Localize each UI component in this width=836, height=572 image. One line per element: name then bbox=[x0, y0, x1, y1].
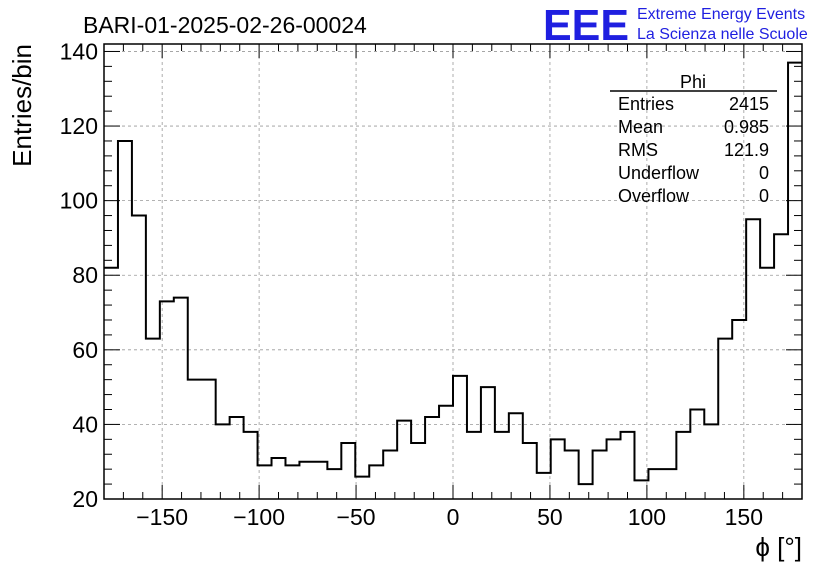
stats-row-value: 2415 bbox=[729, 94, 769, 114]
histogram-bin bbox=[104, 268, 118, 499]
stats-row-label: Entries bbox=[618, 94, 674, 114]
histogram-bin bbox=[146, 339, 160, 499]
histogram-bin bbox=[662, 469, 676, 499]
histogram-bin bbox=[132, 216, 146, 499]
histogram-bin bbox=[313, 462, 327, 499]
histogram-bin bbox=[523, 443, 537, 499]
stats-row-value: 0.985 bbox=[724, 117, 769, 137]
histogram-outline bbox=[104, 61, 802, 486]
stats-row-label: Underflow bbox=[618, 163, 700, 183]
histogram-bin bbox=[383, 451, 397, 499]
histogram-bin bbox=[704, 424, 718, 499]
histogram-bin bbox=[244, 432, 258, 499]
histogram-bin bbox=[537, 473, 551, 499]
histogram-bin bbox=[118, 141, 132, 499]
histogram-bin bbox=[439, 406, 453, 499]
logo-line2: La Scienza nelle Scuole bbox=[637, 26, 808, 43]
histogram-bin bbox=[481, 387, 495, 499]
histogram-bin bbox=[565, 451, 579, 499]
histogram-bin bbox=[607, 439, 621, 499]
y-tick-label: 20 bbox=[72, 486, 98, 512]
x-axis-label: ϕ [°] bbox=[755, 532, 802, 562]
chart-title: BARI-01-2025-02-26-00024 bbox=[83, 12, 367, 38]
histogram-bin bbox=[746, 219, 760, 499]
histogram-bin bbox=[174, 298, 188, 499]
stats-box: Phi Entries 2415 Mean 0.985 RMS 121.9 Underflo… bbox=[610, 72, 777, 206]
histogram-bin bbox=[467, 432, 481, 499]
y-tick-label: 100 bbox=[60, 188, 98, 214]
histogram-bin bbox=[230, 417, 244, 499]
eee-logo: EEE Extreme Energy Events La Scienza nel… bbox=[543, 1, 808, 50]
logo-line1: Extreme Energy Events bbox=[637, 6, 805, 23]
logo-mark: EEE bbox=[543, 1, 629, 50]
histogram-bin bbox=[397, 421, 411, 499]
histogram-bin bbox=[285, 465, 299, 499]
histogram-bin bbox=[369, 465, 383, 499]
y-axis-label: Entries/bin bbox=[7, 44, 37, 167]
tick-labels: −150 −100 −50 0 50 100 150 20 40 60 80 100 120 140 bbox=[60, 38, 763, 530]
histogram-bin bbox=[188, 380, 202, 499]
x-tick-label: 50 bbox=[537, 504, 563, 530]
stats-row-value: 121.9 bbox=[724, 140, 769, 160]
grid-lines bbox=[104, 44, 802, 500]
histogram-bin bbox=[718, 339, 732, 499]
y-tick-label: 140 bbox=[60, 38, 98, 64]
histogram-bin bbox=[690, 409, 704, 499]
stats-title: Phi bbox=[680, 72, 706, 92]
x-tick-label: 150 bbox=[725, 504, 763, 530]
y-tick-label: 80 bbox=[72, 262, 98, 288]
histogram-bin bbox=[648, 469, 662, 499]
histogram-bin bbox=[341, 443, 355, 499]
y-tick-label: 40 bbox=[72, 411, 98, 437]
histogram-bin bbox=[760, 268, 774, 499]
stats-row-label: Mean bbox=[618, 117, 663, 137]
x-tick-label: 100 bbox=[628, 504, 666, 530]
histogram-bin bbox=[495, 432, 509, 499]
histogram-bin bbox=[299, 462, 313, 499]
histogram-bin bbox=[202, 380, 216, 499]
stats-row-label: Overflow bbox=[618, 186, 690, 206]
y-tick-label: 60 bbox=[72, 337, 98, 363]
plot-frame bbox=[103, 43, 803, 500]
x-tick-label: −100 bbox=[233, 504, 285, 530]
stats-row-value: 0 bbox=[759, 163, 769, 183]
histogram-bin bbox=[425, 417, 439, 499]
histogram-bin bbox=[411, 443, 425, 499]
histogram-bin bbox=[327, 469, 341, 499]
histogram-bin bbox=[453, 376, 467, 499]
histogram-bin bbox=[634, 480, 648, 499]
histogram-bin bbox=[258, 465, 272, 499]
histogram-bin bbox=[355, 477, 369, 499]
histogram-bins bbox=[104, 61, 802, 499]
histogram-bin bbox=[216, 424, 230, 499]
axis-ticks bbox=[103, 44, 803, 500]
histogram-bin bbox=[509, 413, 523, 499]
histogram-bin bbox=[593, 451, 607, 499]
histogram-bin bbox=[621, 432, 635, 499]
histogram-bin bbox=[788, 63, 802, 499]
histogram-bin bbox=[676, 432, 690, 499]
stats-row-value: 0 bbox=[759, 186, 769, 206]
histogram-bin bbox=[551, 439, 565, 499]
y-tick-label: 120 bbox=[60, 113, 98, 139]
x-tick-label: −150 bbox=[136, 504, 188, 530]
x-tick-label: −50 bbox=[337, 504, 376, 530]
x-tick-label: 0 bbox=[447, 504, 460, 530]
histogram-bin bbox=[774, 234, 788, 499]
histogram-bin bbox=[579, 484, 593, 499]
stats-row-label: RMS bbox=[618, 140, 658, 160]
